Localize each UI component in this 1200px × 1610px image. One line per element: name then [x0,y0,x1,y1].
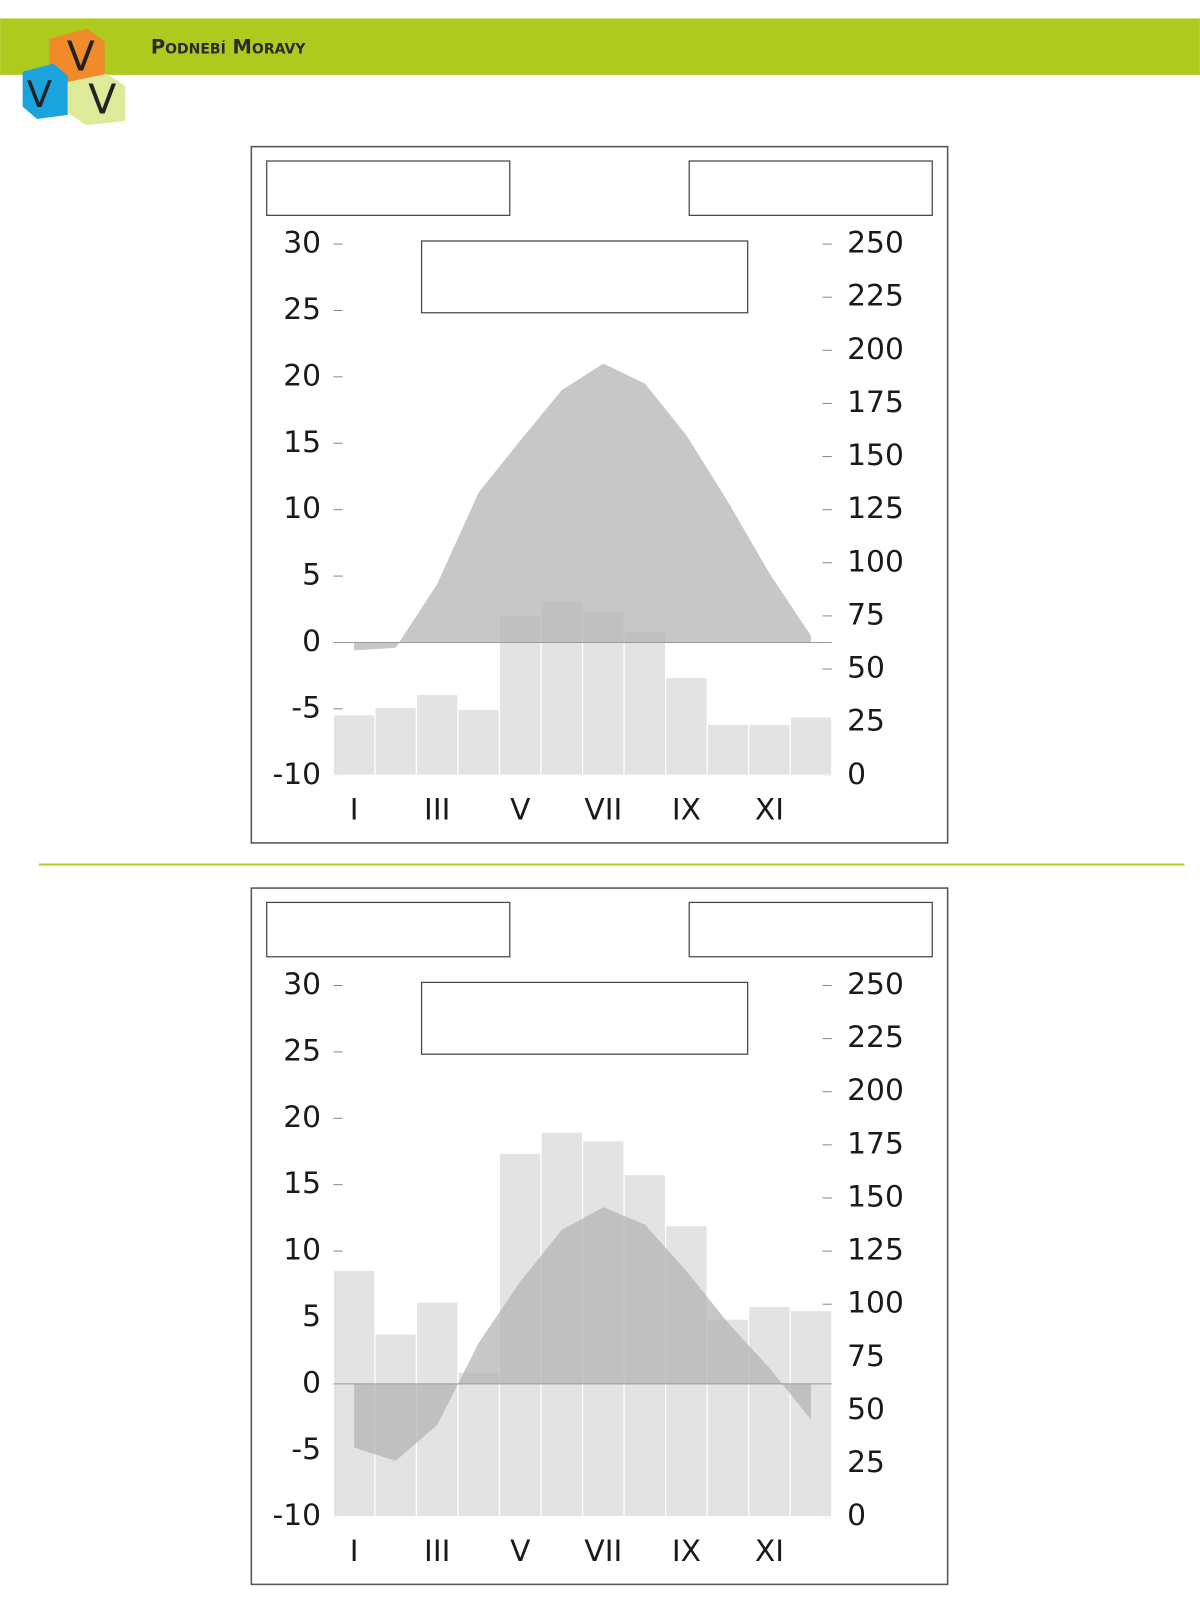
x-tick-label: XI [755,1534,784,1569]
y-tick-label: -10 [273,1498,322,1533]
y2-tick-label: 75 [847,597,885,632]
logo: V V V [22,28,126,126]
y2-tick-label: 25 [847,704,885,739]
x-tick-label: V [510,793,531,828]
y-tick-label: 30 [283,226,321,261]
y2-tick-label: 125 [847,1233,904,1268]
answer-box [688,901,933,958]
temperature-area [354,363,811,651]
x-tick-label: IX [672,1534,701,1569]
precipitation-bar [748,723,791,776]
precipitation-bar [623,630,667,776]
x-tick-label: IX [672,793,701,828]
x-tick-label: V [510,1534,531,1569]
y2-tick-label: 100 [847,544,904,579]
chart-frame [250,887,949,1586]
precipitation-bar [332,714,376,776]
y-tick-label: -10 [273,757,322,792]
y-tick-label: 25 [283,1033,321,1068]
header-title: Podnebí Moravy [151,36,307,59]
x-tick-label: VII [584,793,622,828]
precipitation-bar [706,723,750,776]
y2-tick-label: 50 [847,1392,885,1427]
x-tick-label: I [350,1534,359,1569]
y-tick-label: 20 [283,358,321,393]
y2-tick-label: 225 [847,1020,904,1055]
y-tick-label: 0 [302,624,321,659]
y-tick-label: 25 [283,292,321,327]
y-tick-label: 10 [283,1233,321,1268]
y2-tick-label: 150 [847,1179,904,1214]
y2-tick-label: 75 [847,1339,885,1374]
y2-tick-label: 225 [847,279,904,314]
answer-box [420,981,749,1055]
y2-tick-label: 200 [847,1073,904,1108]
chart-frame [250,145,949,844]
precipitation-bar [665,676,708,776]
y2-tick-label: 0 [847,1498,866,1533]
x-tick-label: I [350,793,359,828]
y2-tick-label: 175 [847,1126,904,1161]
svg-text:V: V [67,32,95,80]
y-tick-label: -5 [291,1432,321,1467]
y-tick-label: 10 [283,491,321,526]
y-tick-label: 5 [302,558,321,593]
y2-tick-label: 50 [847,651,885,686]
y-tick-label: -5 [291,690,321,725]
svg-text:V: V [88,76,116,124]
y2-tick-label: 125 [847,491,904,526]
y2-tick-label: 250 [847,967,904,1002]
precipitation-bar [457,1371,501,1518]
precipitation-bar [748,1305,791,1518]
x-tick-label: XI [755,793,784,828]
answer-box [266,160,511,216]
answer-box [688,160,933,216]
y2-tick-label: 250 [847,226,904,261]
y-tick-label: 15 [283,425,321,460]
y-tick-label: 30 [283,967,321,1002]
header-bar [0,18,1200,75]
x-tick-label: III [424,1534,450,1569]
precipitation-bar [457,708,501,776]
answer-box [266,901,511,958]
temperature-area [354,1207,811,1461]
y2-tick-label: 150 [847,438,904,473]
x-tick-label: III [424,793,450,828]
answer-box [420,240,749,314]
precipitation-bar [415,693,459,776]
y-tick-label: 0 [302,1365,321,1400]
y-tick-label: 20 [283,1100,321,1135]
y2-tick-label: 200 [847,332,904,367]
y2-tick-label: 100 [847,1286,904,1321]
y-tick-label: 5 [302,1299,321,1334]
x-tick-label: VII [584,1534,622,1569]
y2-tick-label: 0 [847,757,866,792]
y-tick-label: 15 [283,1166,321,1201]
precipitation-bar [374,706,418,776]
y2-tick-label: 175 [847,385,904,420]
precipitation-bar [789,716,833,776]
svg-text:V: V [27,73,52,116]
y2-tick-label: 25 [847,1445,885,1480]
